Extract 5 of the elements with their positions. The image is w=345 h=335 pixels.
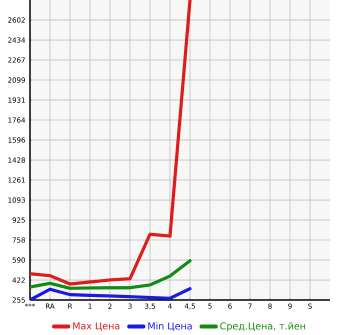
line-series	[30, 259, 192, 290]
legend-label: Max Цена	[73, 322, 120, 331]
legend-label: Сред.Цена, т.йен	[220, 322, 306, 332]
legend-label: Min Цена	[148, 322, 192, 331]
line-series	[30, 0, 192, 286]
